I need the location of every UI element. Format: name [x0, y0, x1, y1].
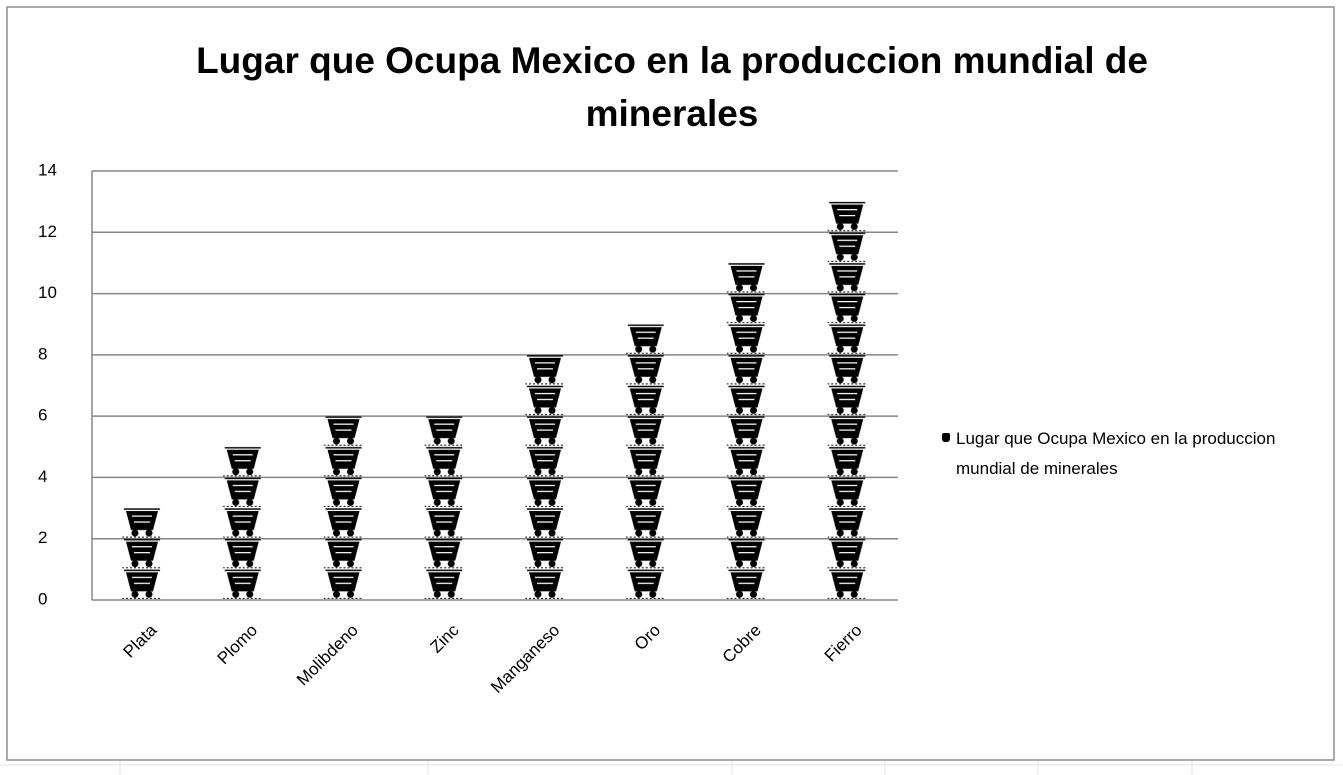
y-tick-label: 12: [38, 222, 57, 241]
legend: Lugar que Ocupa Mexico en la produccion …: [942, 424, 1322, 484]
y-tick-label: 6: [38, 406, 47, 425]
bar: [827, 201, 868, 600]
y-tick-label: 0: [38, 589, 47, 608]
bar: [525, 354, 566, 600]
bar: [223, 446, 264, 600]
y-tick-label: 10: [38, 283, 57, 302]
chart-title: Lugar que Ocupa Mexico en la produccion …: [196, 40, 1148, 134]
y-tick-label: 2: [38, 528, 47, 547]
legend-label: Lugar que Ocupa Mexico en la produccion …: [956, 429, 1276, 478]
y-tick-label: 4: [38, 467, 47, 486]
y-tick-label: 8: [38, 344, 47, 363]
bar: [424, 416, 465, 600]
y-tick-label: 14: [38, 160, 57, 179]
bar: [323, 416, 364, 600]
bar: [726, 262, 767, 600]
legend-swatch: [942, 433, 950, 442]
bar: [122, 508, 163, 600]
sheet-grid: [0, 760, 1343, 775]
chart-border: [6, 6, 1335, 761]
bar: [626, 324, 667, 600]
